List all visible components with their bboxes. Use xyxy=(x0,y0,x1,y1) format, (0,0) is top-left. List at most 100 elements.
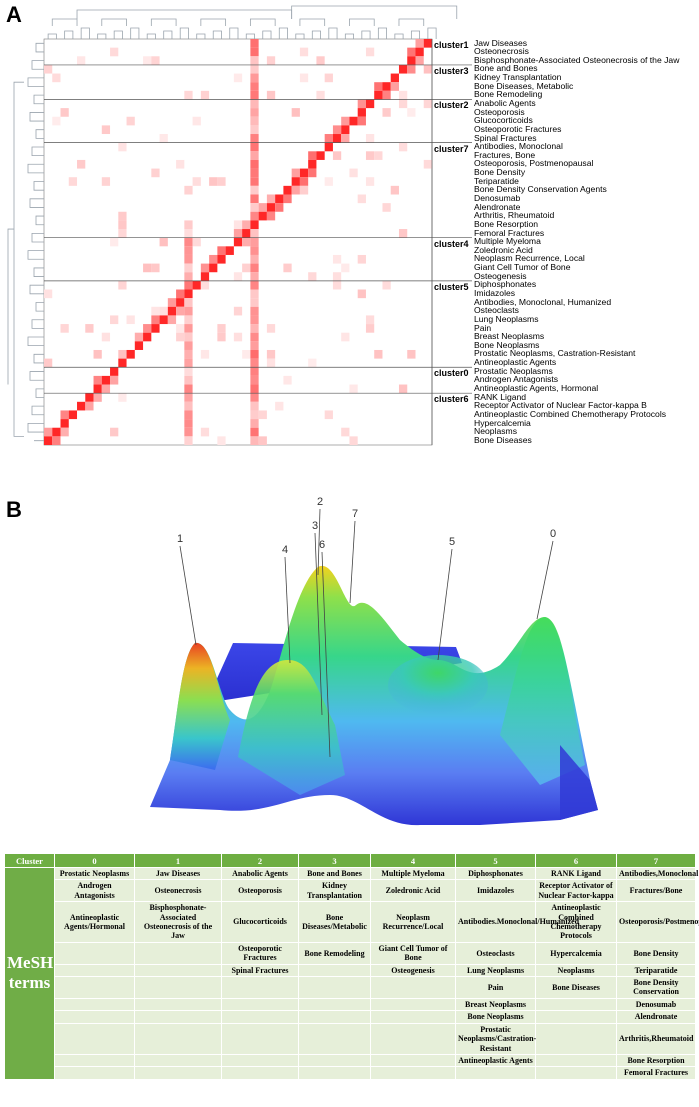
heatmap-cell xyxy=(110,367,119,376)
table-cell: Antineoplastic Agents xyxy=(455,1053,536,1068)
dendrogram-branch xyxy=(163,30,173,39)
heatmap-cell xyxy=(250,315,259,325)
table-row: MeSH terms Prostatic Neoplasms Jaw Disease… xyxy=(4,866,698,1080)
table-cell xyxy=(221,997,299,1012)
heatmap-cell xyxy=(250,419,259,428)
dendrogram-branch xyxy=(27,250,44,260)
dendrogram-branch xyxy=(349,18,375,26)
table-cell xyxy=(298,1022,371,1055)
heatmap-cell xyxy=(407,64,416,74)
heatmap-cell xyxy=(233,229,243,238)
heatmap-cell xyxy=(283,375,292,385)
table-cell xyxy=(54,976,135,999)
table-cell xyxy=(535,997,617,1012)
heatmap-cell xyxy=(324,410,333,420)
heatmap-cell xyxy=(143,324,152,333)
heatmap-cell xyxy=(398,90,408,100)
heatmap-row-label: Bone Neoplasms xyxy=(474,339,540,350)
table-cell xyxy=(298,976,371,999)
heatmap-cell xyxy=(349,384,358,394)
heatmap-cell xyxy=(390,82,399,91)
table-cell: Bone Density xyxy=(616,941,696,965)
table-cell: Alendronate xyxy=(616,1010,696,1024)
dendrogram-branch xyxy=(33,353,44,364)
table-cell: Antibodies.Monoclonal/Humanized xyxy=(455,901,579,943)
dendrogram-branch xyxy=(47,33,57,39)
heatmap-cell xyxy=(308,151,317,160)
heatmap-cell xyxy=(250,177,259,186)
table-cell: Diphosphonates xyxy=(455,866,536,881)
heatmap-cell xyxy=(225,246,234,255)
table-cell: Anabolic Agents xyxy=(221,866,299,881)
heatmap-cell xyxy=(151,263,160,273)
column-header: 3 xyxy=(298,853,371,868)
dendrogram-branch xyxy=(7,228,14,385)
heatmap-cell xyxy=(176,289,185,299)
table-cell: Bone Remodeling xyxy=(298,941,371,965)
dendrogram-branch xyxy=(29,284,44,295)
heatmap-cell xyxy=(324,142,333,152)
heatmap-cell xyxy=(250,142,259,152)
table-cell xyxy=(54,997,135,1012)
table-cell xyxy=(134,1010,222,1024)
heatmap-cell xyxy=(176,332,185,342)
heatmap-cell xyxy=(250,298,259,307)
heatmap-cell xyxy=(242,263,251,273)
table-cell: Glucocorticoids xyxy=(221,901,299,943)
heatmap-cell xyxy=(250,246,259,255)
heatmap-cell xyxy=(374,90,383,100)
heatmap-cell xyxy=(44,289,53,299)
heatmap-cell xyxy=(159,306,168,316)
heatmap-row-label: Prostatic Neoplasms, Castration-Resistan… xyxy=(474,348,636,359)
heatmap-cell xyxy=(250,306,259,316)
heatmap-cell xyxy=(217,436,226,445)
peak-label: 1 xyxy=(177,533,183,545)
heatmap-cell xyxy=(44,427,53,437)
heatmap-cell xyxy=(184,90,193,100)
dendrogram-branch xyxy=(150,18,177,26)
heatmap-cell xyxy=(143,332,152,342)
heatmap-cell xyxy=(151,306,160,316)
heatmap-row-label: Antineoplastic Agents, Hormonal xyxy=(474,383,599,394)
peak-label: 3 xyxy=(312,520,318,532)
heatmap-row-label: Osteoporotic Fractures xyxy=(474,123,562,134)
table-cell xyxy=(54,963,135,978)
heatmap-cell xyxy=(184,419,193,428)
heatmap-row-label: Glucocorticoids xyxy=(474,115,533,126)
heatmap-cell xyxy=(357,194,366,204)
heatmap-row-label: Teriparatide xyxy=(474,175,519,186)
heatmap-cell xyxy=(324,134,333,143)
heatmap-row-label: Osteoporosis xyxy=(474,106,525,117)
heatmap-cell xyxy=(291,168,300,178)
heatmap-cell xyxy=(250,108,259,117)
table-cell: Pain xyxy=(455,976,536,999)
table-cell xyxy=(134,976,222,999)
surface-peak-4 xyxy=(238,660,345,795)
dendrogram-branch xyxy=(33,94,44,105)
heatmap-cell xyxy=(316,90,325,100)
heatmap-row-label: Bone Diseases, Metabolic xyxy=(474,80,574,91)
heatmap-cell xyxy=(217,254,226,264)
heatmap-cell xyxy=(217,332,226,342)
table-cell xyxy=(221,976,299,999)
table-cell xyxy=(54,1022,135,1055)
heatmap-cell xyxy=(250,436,259,445)
heatmap-cell xyxy=(167,315,177,325)
heatmap-cell xyxy=(118,211,127,221)
heatmap-cell xyxy=(407,349,416,359)
heatmap-row-label: Antibodies, Monoclonal xyxy=(474,141,563,152)
heatmap-cell xyxy=(200,280,210,290)
dendrogram-branch xyxy=(377,27,387,39)
heatmap-cell xyxy=(341,125,350,135)
table-cell xyxy=(134,963,222,978)
heatmap-cell xyxy=(184,306,193,316)
peak-leader-line xyxy=(536,540,554,620)
dendrogram-branch xyxy=(196,33,206,39)
heatmap-cell xyxy=(68,177,78,186)
heatmap-cell xyxy=(250,358,259,368)
heatmap-cell xyxy=(357,289,366,299)
dendrogram-branch xyxy=(249,18,276,26)
table-cell xyxy=(298,997,371,1012)
heatmap-cell xyxy=(291,108,300,117)
heatmap-row-label: Bone Remodeling xyxy=(474,89,543,100)
